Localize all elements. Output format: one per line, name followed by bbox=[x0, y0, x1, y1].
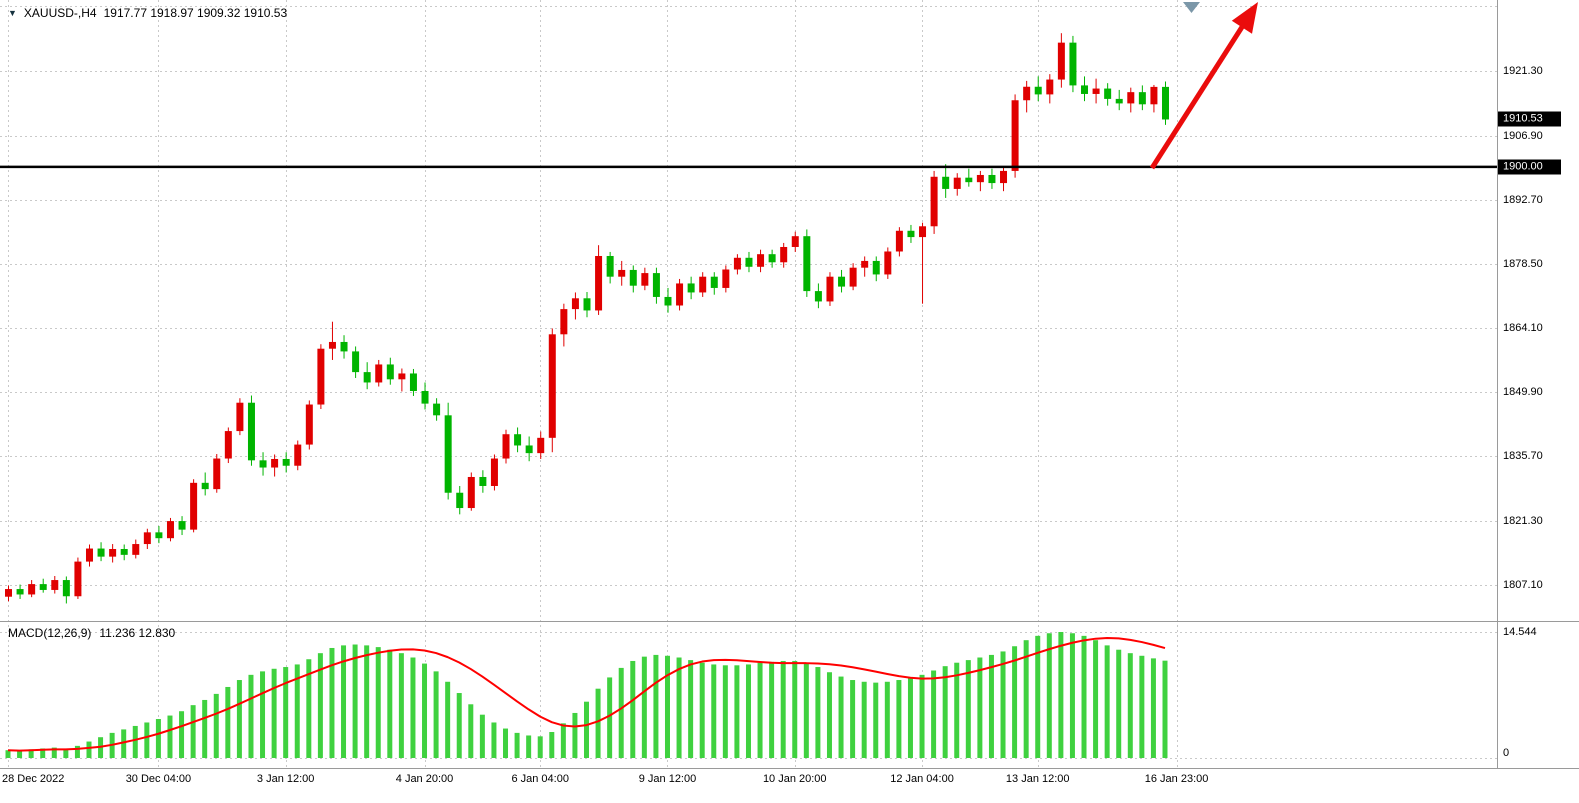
bottom-separator bbox=[0, 768, 1579, 769]
arrow-head bbox=[1231, 2, 1258, 34]
price-tick-label: 1864.10 bbox=[1503, 322, 1543, 335]
current-price-badge: 1910.53 bbox=[1498, 111, 1561, 127]
macd-indicator-label: MACD(12,26,9) 11.236 12.830 bbox=[8, 626, 175, 640]
price-tick-label: 1807.10 bbox=[1503, 579, 1543, 591]
time-tick-label: 4 Jan 20:00 bbox=[395, 773, 454, 785]
time-tick-label: 3 Jan 12:00 bbox=[256, 773, 315, 785]
price-tick-label: 1892.70 bbox=[1503, 193, 1543, 206]
price-chart-canvas[interactable] bbox=[0, 0, 1497, 769]
macd-name: MACD(12,26,9) bbox=[8, 626, 92, 640]
symbol-timeframe-label: XAUUSD-,H4 bbox=[23, 6, 97, 20]
time-tick-label: 13 Jan 12:00 bbox=[1005, 773, 1070, 785]
time-tick-label: 12 Jan 04:00 bbox=[890, 773, 954, 785]
price-tick-label: 1835.70 bbox=[1503, 450, 1543, 463]
down-marker-icon[interactable] bbox=[1178, 0, 1206, 18]
price-tick-label: 1906.90 bbox=[1503, 129, 1543, 142]
macd-axis-max: 14.544 bbox=[1503, 626, 1537, 638]
time-tick-label: 30 Dec 04:00 bbox=[125, 773, 192, 785]
ohlc-values: 1917.77 1918.97 1909.32 1910.53 bbox=[103, 6, 288, 20]
price-tick-label: 1921.30 bbox=[1503, 65, 1543, 77]
symbol-dropdown-icon[interactable]: ▼ bbox=[8, 8, 17, 18]
price-tick-label: 1849.90 bbox=[1503, 386, 1543, 399]
time-tick-label: 6 Jan 04:00 bbox=[511, 773, 569, 785]
macd-axis-min: 0 bbox=[1503, 747, 1510, 759]
scale-separator[interactable] bbox=[1497, 0, 1498, 768]
trend-arrow-object[interactable] bbox=[1140, 0, 1285, 185]
macd-values: 11.236 12.830 bbox=[99, 626, 176, 640]
ohlc-header: ▼ XAUUSD-,H4 1917.77 1918.97 1909.32 191… bbox=[8, 6, 287, 20]
panel-separator[interactable] bbox=[0, 621, 1579, 622]
price-tick-label: 1821.30 bbox=[1503, 515, 1543, 528]
hline-price-badge: 1900.00 bbox=[1498, 159, 1561, 175]
time-tick-label: 28 Dec 2022 bbox=[2, 773, 65, 785]
time-tick-label: 9 Jan 12:00 bbox=[638, 773, 697, 785]
price-tick-label: 1878.50 bbox=[1503, 257, 1543, 270]
time-tick-label: 16 Jan 23:00 bbox=[1144, 773, 1209, 785]
time-tick-label: 10 Jan 20:00 bbox=[762, 773, 827, 785]
